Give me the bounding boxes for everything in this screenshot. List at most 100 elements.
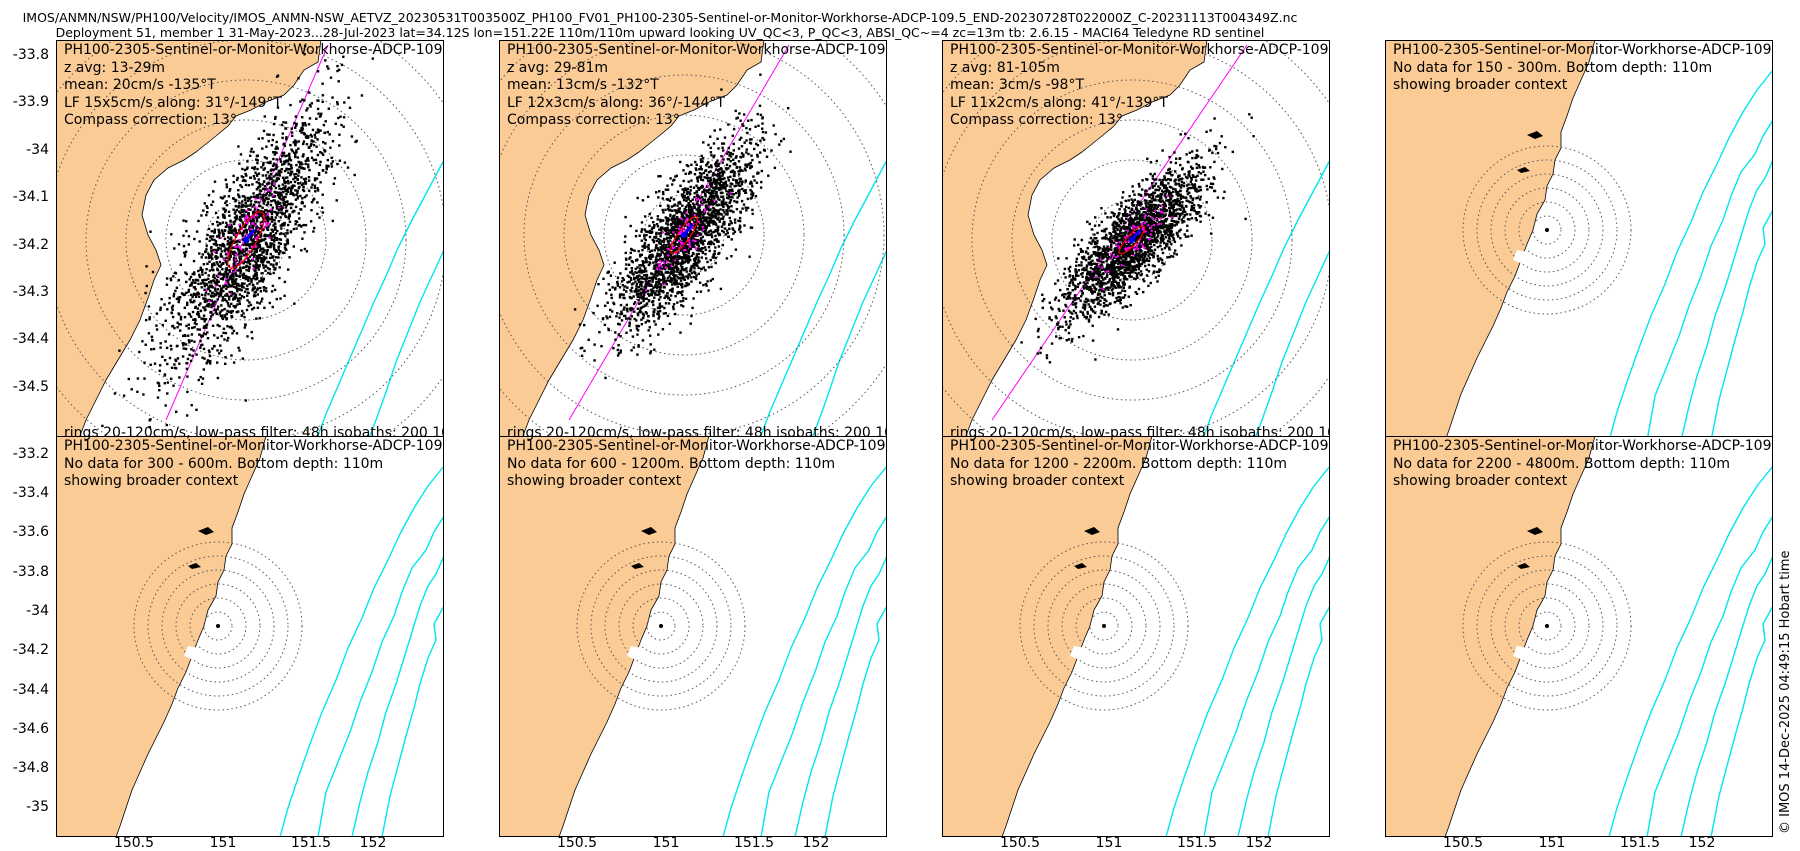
scatter-point xyxy=(718,179,720,181)
scatter-point xyxy=(624,235,626,237)
scatter-point xyxy=(221,268,223,270)
scatter-point xyxy=(704,199,706,201)
scatter-point xyxy=(216,291,218,293)
scatter-point xyxy=(316,187,318,189)
scatter-point xyxy=(170,345,172,347)
scatter-point xyxy=(1061,326,1063,328)
scatter-point xyxy=(149,316,151,318)
scatter-point xyxy=(763,139,765,141)
scatter-point xyxy=(280,216,282,218)
scatter-point xyxy=(209,269,211,271)
scatter-point xyxy=(239,212,241,214)
scatter-point xyxy=(713,190,715,192)
lf-point xyxy=(679,225,681,227)
scatter-point xyxy=(679,300,681,302)
scatter-point xyxy=(285,243,287,245)
scatter-point xyxy=(666,295,668,297)
scatter-point xyxy=(692,252,694,254)
scatter-point xyxy=(204,202,206,204)
scatter-point xyxy=(245,229,247,231)
scatter-point xyxy=(633,250,635,252)
scatter-point xyxy=(301,197,303,199)
scatter-point xyxy=(662,193,664,195)
scatter-point xyxy=(714,246,716,248)
scatter-point xyxy=(203,289,205,291)
scatter-point xyxy=(173,293,175,295)
scatter-point xyxy=(720,168,722,170)
mean-velocity: mean: 20cm/s -135°T xyxy=(64,77,444,95)
scatter-point xyxy=(670,224,672,226)
scatter-point xyxy=(611,297,613,299)
scatter-point xyxy=(712,195,714,197)
scatter-point xyxy=(753,179,755,181)
scatter-point xyxy=(221,314,223,316)
scatter-point xyxy=(694,173,696,175)
scatter-point xyxy=(704,269,706,271)
scatter-point xyxy=(656,240,658,242)
scatter-point xyxy=(668,205,670,207)
scatter-point xyxy=(1161,149,1163,151)
scatter-point xyxy=(248,184,250,186)
scatter-point xyxy=(315,131,317,133)
scatter-point xyxy=(705,249,707,251)
scatter-point xyxy=(303,140,305,142)
scatter-point xyxy=(717,226,719,228)
scatter-point xyxy=(250,150,252,152)
scatter-point xyxy=(211,266,213,268)
scatter-point xyxy=(284,212,286,214)
scatter-point xyxy=(262,164,264,166)
scatter-point xyxy=(161,356,163,358)
scatter-point xyxy=(736,208,738,210)
scatter-point xyxy=(666,198,668,200)
scatter-point xyxy=(626,287,628,289)
scatter-point xyxy=(659,310,661,312)
scatter-point xyxy=(662,279,664,281)
scatter-point xyxy=(164,359,166,361)
scatter-point xyxy=(290,190,292,192)
scatter-point xyxy=(605,315,607,317)
scatter-point xyxy=(206,207,208,209)
scatter-point xyxy=(239,266,241,268)
scatter-point xyxy=(731,238,733,240)
scatter-point xyxy=(710,221,712,223)
scatter-point xyxy=(313,227,315,229)
scatter-point xyxy=(149,419,151,421)
scatter-point xyxy=(193,286,195,288)
scatter-point xyxy=(739,231,741,233)
scatter-point xyxy=(670,219,672,221)
scatter-point xyxy=(655,259,657,261)
scatter-point xyxy=(188,289,190,291)
scatter-point xyxy=(148,305,150,307)
scatter-point xyxy=(287,224,289,226)
scatter-point xyxy=(676,280,678,282)
scatter-point xyxy=(185,281,187,283)
scatter-point xyxy=(294,144,296,146)
scatter-point xyxy=(640,264,642,266)
scatter-point xyxy=(272,134,274,136)
scatter-point xyxy=(741,181,743,183)
scatter-point xyxy=(159,364,161,366)
scatter-point xyxy=(158,385,160,387)
scatter-point xyxy=(623,306,625,308)
scatter-point xyxy=(287,172,289,174)
scatter-point xyxy=(262,247,264,249)
scatter-point xyxy=(333,183,335,185)
scatter-point xyxy=(225,285,227,287)
scatter-point xyxy=(217,216,219,218)
scatter-point xyxy=(702,236,704,238)
scatter-point xyxy=(757,155,759,157)
lf-point xyxy=(702,226,704,228)
scatter-point xyxy=(710,164,712,166)
scatter-point xyxy=(681,268,683,270)
scatter-point xyxy=(224,230,226,232)
scatter-point xyxy=(192,349,194,351)
scatter-point xyxy=(658,242,660,244)
scatter-point xyxy=(630,225,632,227)
scatter-point xyxy=(273,219,275,221)
scatter-point xyxy=(324,142,326,144)
scatter-point xyxy=(710,179,712,181)
scatter-point xyxy=(739,156,741,158)
scatter-point xyxy=(244,197,246,199)
scatter-point xyxy=(1156,280,1158,282)
scatter-point xyxy=(672,235,674,237)
